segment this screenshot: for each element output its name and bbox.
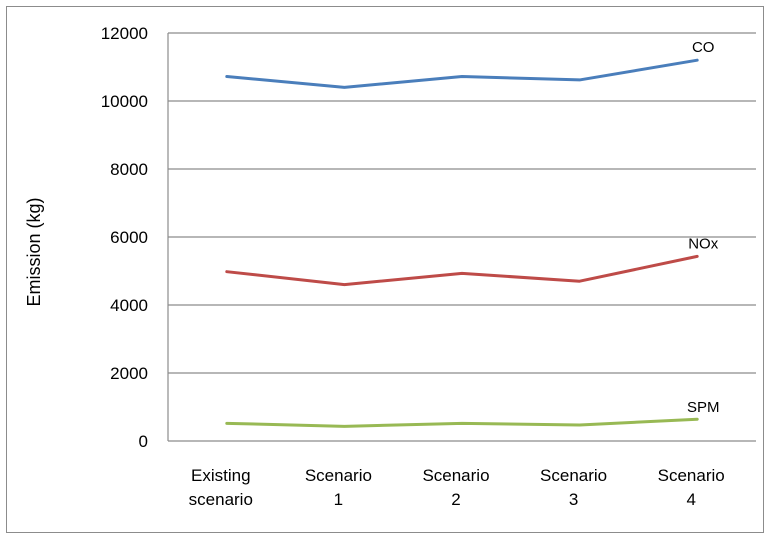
x-tick-label: Scenario [658,466,725,485]
y-tick-label: 4000 [110,296,148,315]
series-label-nox: NOx [688,235,719,252]
gridlines [167,32,756,442]
x-tick-label: Scenario [422,466,489,485]
series-lines [225,58,699,428]
x-tick-label: 2 [451,490,460,509]
y-tick-label: 6000 [110,228,148,247]
series-line-nox [225,254,699,287]
y-tick-label: 2000 [110,364,148,383]
x-tick-labels: Existing scenario Scenario 1 Scenario 2 Scenar… [189,466,725,509]
series-label-spm: SPM [687,399,720,416]
x-tick-label: scenario [189,490,253,509]
series-label-co: CO [692,39,715,56]
y-axis-label: Emission (kg) [24,197,44,306]
y-tick-label: 10000 [101,92,148,111]
series-line-spm [225,417,699,428]
x-tick-label: 4 [686,490,695,509]
y-tick-label: 12000 [101,24,148,43]
y-tick-labels: 0 2000 4000 6000 8000 10000 12000 [101,24,148,451]
series-line-co [225,58,699,89]
series-labels: CO NOx SPM [687,39,720,416]
x-tick-label: Scenario [540,466,607,485]
x-tick-label: 3 [569,490,578,509]
x-tick-label: 1 [334,490,343,509]
y-tick-label: 8000 [110,160,148,179]
y-tick-label: 0 [139,432,148,451]
x-tick-label: Existing [191,466,251,485]
x-tick-label: Scenario [305,466,372,485]
